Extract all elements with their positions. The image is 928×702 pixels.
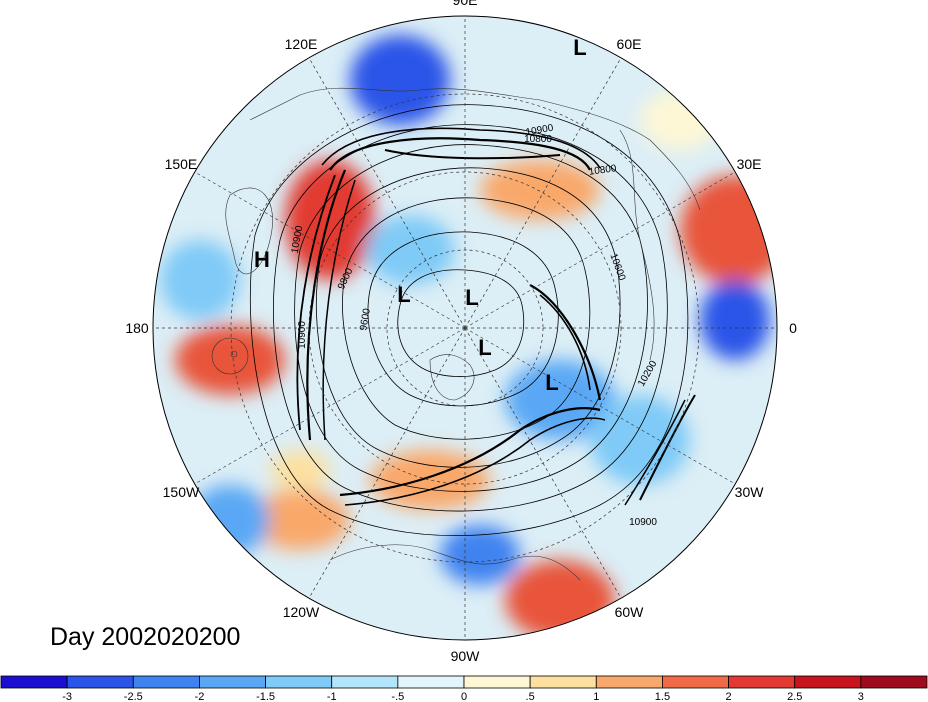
contour-label: 10900	[297, 321, 308, 349]
low-pressure-label: L	[397, 282, 410, 307]
colorbar-swatch	[331, 675, 399, 689]
contour-label: 10900	[290, 224, 306, 254]
contour-label: 10800	[524, 134, 552, 145]
colorbar-swatch	[595, 675, 663, 689]
colorbar-tick-label: -.5	[391, 691, 404, 702]
longitude-label: 60E	[617, 36, 642, 52]
latitude-circle	[308, 171, 622, 485]
longitude-label: 30W	[735, 484, 765, 500]
latitude-circle	[386, 249, 544, 407]
colorbar-tick-label: 2.5	[787, 691, 802, 702]
colorbar-tick-label: 1.5	[655, 691, 670, 702]
colorbar-swatch	[662, 675, 729, 689]
colorbar-swatch	[860, 675, 928, 689]
longitude-label: 120E	[285, 36, 318, 52]
colorbar-swatch	[529, 675, 597, 689]
colorbar-tick-label: -3	[62, 691, 72, 702]
colorbar-tick-label: -2	[195, 691, 205, 702]
colorbar-tick-label: -1.5	[256, 691, 275, 702]
contour-label: 10900	[629, 517, 657, 528]
colorbar-swatch	[397, 675, 465, 689]
longitude-label: 150W	[163, 484, 200, 500]
longitude-label: 60W	[615, 604, 645, 620]
anomaly-field-disc	[153, 16, 777, 640]
colorbar-swatch	[265, 675, 333, 689]
low-pressure-label: L	[573, 35, 586, 60]
colorbar: -3 -2.5 -2 -1.5 -1 -.5 0 .5 1 1.5 2 2.5 3	[0, 675, 928, 702]
colorbar-swatch	[0, 675, 68, 689]
colorbar-tick-label: 0	[461, 691, 467, 702]
colorbar-swatch	[794, 675, 862, 689]
colorbar-tick-label: -2.5	[124, 691, 143, 702]
low-pressure-label: L	[465, 285, 478, 310]
colorbar-tick-label: 1	[593, 691, 599, 702]
colorbar-swatch	[728, 675, 796, 689]
contour-label: 10900	[525, 123, 555, 139]
longitude-label: 150E	[165, 156, 198, 172]
longitude-label: 90E	[453, 0, 478, 8]
longitude-label: 120W	[283, 604, 320, 620]
colorbar-swatch	[199, 675, 266, 689]
longitude-label: 30E	[737, 156, 762, 172]
high-pressure-label: H	[254, 247, 270, 272]
meridian-line	[464, 327, 736, 485]
contour-label: 10800	[588, 163, 618, 178]
low-pressure-label: L	[545, 370, 558, 395]
map-border	[152, 15, 778, 641]
longitude-label: 0	[789, 320, 797, 336]
colorbar-tick-label: .5	[526, 691, 535, 702]
colorbar-swatch	[66, 675, 134, 689]
low-pressure-label: L	[478, 335, 491, 360]
longitude-label: 90W	[451, 648, 481, 664]
longitude-label: 180	[125, 320, 149, 336]
meridian-line	[464, 171, 736, 329]
colorbar-tick-label: 3	[858, 691, 864, 702]
latitude-circle	[230, 93, 700, 563]
colorbar-swatch	[463, 675, 531, 689]
contour-label: 9600	[358, 307, 373, 331]
meridian-line	[308, 57, 466, 329]
colorbar-tick-label: -1	[327, 691, 337, 702]
date-label: Day 2002020200	[50, 623, 240, 651]
colorbar-swatch	[132, 675, 200, 689]
colorbar-tick-label: 2	[726, 691, 732, 702]
